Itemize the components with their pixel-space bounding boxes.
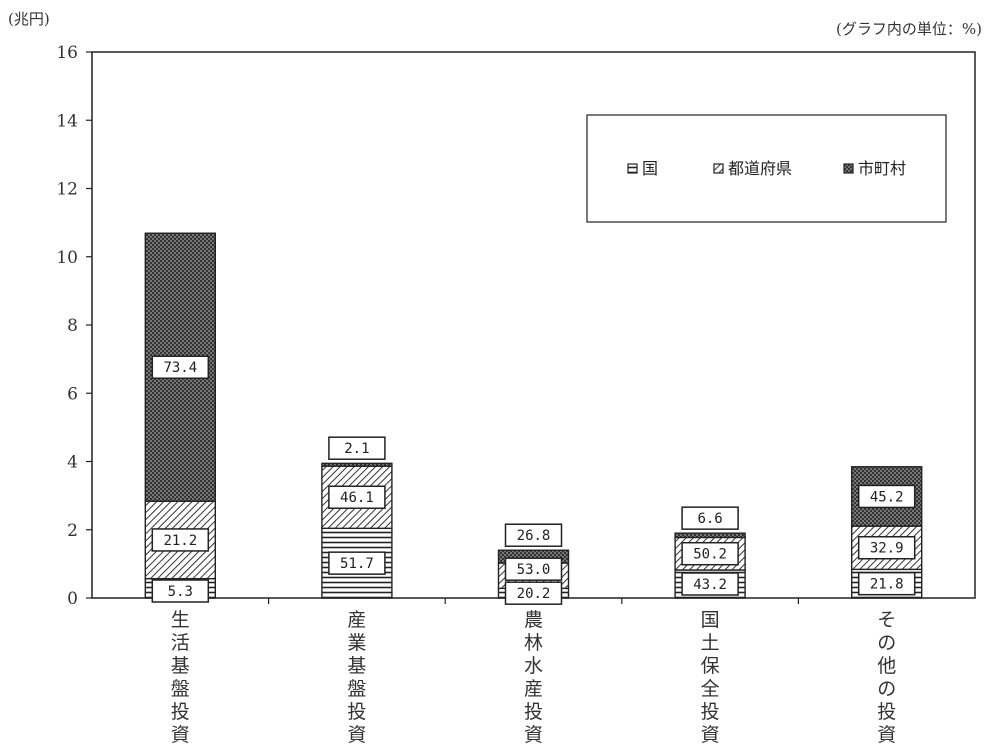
y-tick-label: 6 bbox=[67, 384, 78, 404]
y-tick-label: 12 bbox=[56, 180, 78, 200]
bar-segment-municipal bbox=[674, 532, 746, 539]
data-label-box bbox=[857, 571, 916, 596]
data-label-box bbox=[504, 581, 563, 605]
data-label-box bbox=[328, 551, 386, 575]
data-label: 51.7 bbox=[340, 556, 374, 572]
data-label: 43.2 bbox=[693, 577, 727, 593]
unit-note: (グラフ内の単位：%) bbox=[836, 20, 982, 38]
legend-swatch bbox=[713, 163, 724, 174]
data-label: 21.8 bbox=[870, 577, 904, 593]
legend-label: 市町村 bbox=[858, 159, 906, 178]
y-tick-label: 14 bbox=[56, 111, 78, 131]
data-label-box bbox=[857, 535, 916, 560]
legend-swatch bbox=[843, 163, 854, 174]
legend-label: 都道府県 bbox=[728, 159, 792, 178]
data-label-box bbox=[857, 484, 916, 509]
data-label: 46.1 bbox=[340, 490, 374, 506]
data-label: 50.2 bbox=[693, 547, 727, 563]
data-label: 5.3 bbox=[168, 584, 193, 600]
bar-segment-municipal bbox=[321, 462, 393, 467]
category-label: 生活基盤投資 bbox=[171, 609, 190, 746]
data-label-box bbox=[151, 355, 210, 379]
data-label-box bbox=[328, 485, 386, 509]
legend-swatch bbox=[627, 163, 638, 174]
data-label: 73.4 bbox=[163, 360, 197, 376]
data-label-box bbox=[681, 541, 739, 566]
data-label: 26.8 bbox=[517, 528, 551, 544]
data-label-box bbox=[151, 528, 210, 552]
y-tick-label: 8 bbox=[67, 316, 78, 336]
data-label: 45.2 bbox=[870, 489, 904, 505]
category-label: その他の投資 bbox=[877, 609, 896, 746]
y-tick-label: 2 bbox=[67, 521, 78, 541]
y-axis-unit-label: (兆円) bbox=[8, 10, 50, 28]
legend-box bbox=[586, 114, 947, 223]
data-label: 20.2 bbox=[517, 586, 551, 602]
data-label-box bbox=[504, 523, 563, 547]
data-label: 32.9 bbox=[870, 541, 904, 557]
category-label: 農林水産投資 bbox=[524, 609, 543, 746]
data-label-box bbox=[504, 557, 563, 581]
legend-label: 国 bbox=[642, 159, 658, 178]
data-label-box bbox=[328, 436, 386, 460]
data-label-box bbox=[151, 579, 210, 603]
data-label-box bbox=[681, 506, 739, 530]
y-tick-label: 16 bbox=[56, 43, 78, 63]
y-tick-label: 10 bbox=[56, 248, 78, 268]
data-label: 2.1 bbox=[344, 441, 369, 457]
data-label: 6.6 bbox=[697, 511, 722, 527]
y-tick-label: 4 bbox=[67, 453, 78, 473]
category-label: 国土保全投資 bbox=[701, 609, 720, 746]
category-label: 産業基盤投資 bbox=[347, 609, 366, 746]
data-label: 21.2 bbox=[163, 533, 197, 549]
data-label-box bbox=[681, 572, 739, 596]
y-tick-label: 0 bbox=[67, 589, 78, 609]
data-label: 53.0 bbox=[517, 562, 551, 578]
